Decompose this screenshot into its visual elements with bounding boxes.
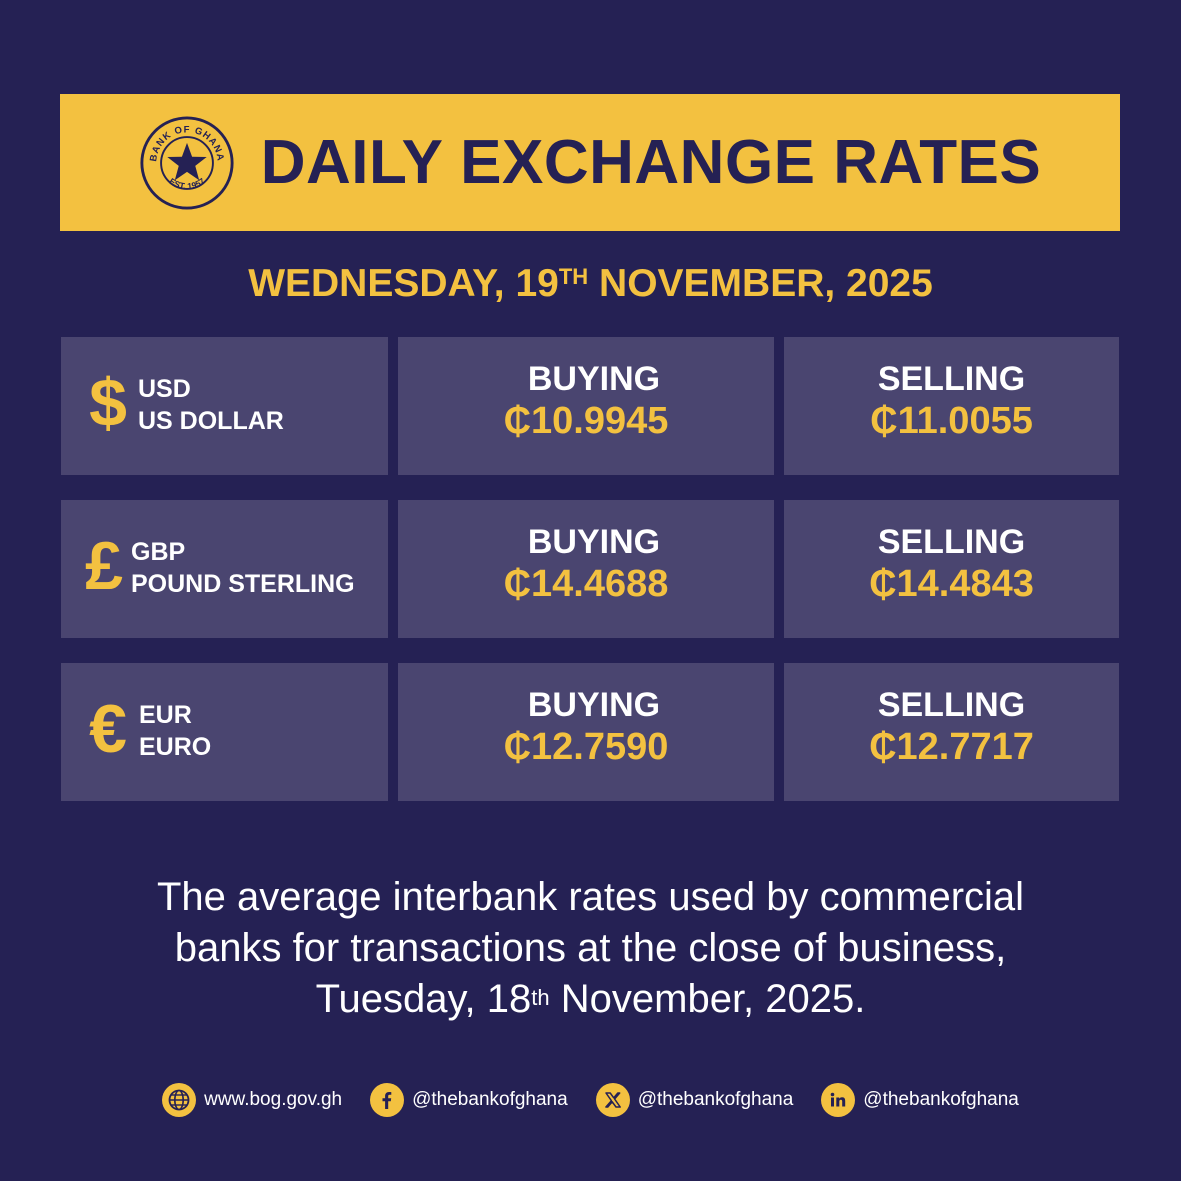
selling-cell: SELLING ₵12.7717 <box>784 663 1119 801</box>
website-link[interactable]: www.bog.gov.gh <box>162 1083 342 1117</box>
buying-label: BUYING <box>527 686 661 724</box>
linkedin-link[interactable]: @thebankofghana <box>821 1083 1019 1117</box>
globe-icon <box>162 1083 197 1117</box>
linkedin-icon <box>821 1083 856 1117</box>
date-ordinal: TH <box>558 264 589 289</box>
footnote-date-day: Tuesday, 18 <box>315 977 532 1021</box>
buying-cell: BUYING ₵12.7590 <box>398 663 774 801</box>
currency-name: EURO <box>139 733 212 761</box>
buying-rate: ₵14.4688 <box>503 563 669 605</box>
selling-label: SELLING <box>877 686 1026 724</box>
footnote: The average interbank rates used by comm… <box>0 872 1181 1025</box>
currency-name: POUND STERLING <box>131 570 355 598</box>
currency-code: EUR <box>139 701 192 729</box>
dollar-icon: $ <box>89 365 127 441</box>
rate-row-gbp: £ GBP POUND STERLING BUYING ₵14.4688 SEL… <box>61 500 1119 638</box>
currency-code: GBP <box>131 538 186 566</box>
website-text: www.bog.gov.gh <box>204 1089 343 1110</box>
page-title: DAILY EXCHANGE RATES <box>260 128 1042 197</box>
facebook-icon <box>370 1083 405 1117</box>
x-icon <box>595 1083 630 1117</box>
currency-cell: £ GBP POUND STERLING <box>61 500 388 638</box>
date-heading: WEDNESDAY, 19TH NOVEMBER, 2025 <box>0 262 1181 306</box>
currency-names: EUR EURO <box>139 699 211 763</box>
selling-rate: ₵14.4843 <box>869 563 1034 605</box>
footnote-line: Tuesday, 18th November, 2025. <box>0 974 1181 1025</box>
facebook-link[interactable]: @thebankofghana <box>370 1083 568 1117</box>
currency-cell: € EUR EURO <box>61 663 388 801</box>
x-handle: @thebankofghana <box>637 1089 794 1110</box>
x-link[interactable]: @thebankofghana <box>595 1083 794 1117</box>
currency-cell: $ USD US DOLLAR <box>61 337 388 475</box>
currency-names: USD US DOLLAR <box>138 373 284 437</box>
buying-rate: ₵10.9945 <box>503 400 669 442</box>
footnote-line: The average interbank rates used by comm… <box>156 875 1025 919</box>
selling-label: SELLING <box>877 523 1026 561</box>
linkedin-handle: @thebankofghana <box>863 1089 1019 1110</box>
facebook-handle: @thebankofghana <box>412 1089 568 1110</box>
seal-bottom-text: EST. 1957 <box>167 175 206 190</box>
currency-names: GBP POUND STERLING <box>131 536 355 600</box>
footnote-line: banks for transactions at the close of b… <box>174 926 1007 970</box>
currency-name: US DOLLAR <box>138 407 284 435</box>
buying-rate: ₵12.7590 <box>503 726 669 768</box>
rate-row-usd: $ USD US DOLLAR BUYING ₵10.9945 SELLING … <box>61 337 1119 475</box>
date-rest: NOVEMBER, 2025 <box>588 262 933 305</box>
footnote-date-rest: November, 2025. <box>549 977 866 1021</box>
currency-code: USD <box>138 375 191 403</box>
rate-row-eur: € EUR EURO BUYING ₵12.7590 SELLING ₵12.7… <box>61 663 1119 801</box>
selling-cell: SELLING ₵11.0055 <box>784 337 1119 475</box>
social-footer: www.bog.gov.gh @thebankofghana @thebanko… <box>0 1080 1181 1120</box>
pound-icon: £ <box>85 528 123 604</box>
title-banner: BANK OF GHANA EST. 1957 DAILY EXCHANGE R… <box>60 94 1120 231</box>
selling-cell: SELLING ₵14.4843 <box>784 500 1119 638</box>
buying-cell: BUYING ₵10.9945 <box>398 337 774 475</box>
buying-label: BUYING <box>527 360 661 398</box>
buying-label: BUYING <box>527 523 661 561</box>
svg-text:EST. 1957: EST. 1957 <box>167 175 206 190</box>
selling-rate: ₵11.0055 <box>870 400 1033 442</box>
date-day: WEDNESDAY, 19 <box>248 262 559 305</box>
buying-cell: BUYING ₵14.4688 <box>398 500 774 638</box>
footnote-date-ordinal: th <box>531 985 550 1010</box>
selling-label: SELLING <box>877 360 1026 398</box>
euro-icon: € <box>89 691 127 767</box>
selling-rate: ₵12.7717 <box>869 726 1034 768</box>
bank-of-ghana-seal-icon: BANK OF GHANA EST. 1957 <box>140 115 234 210</box>
